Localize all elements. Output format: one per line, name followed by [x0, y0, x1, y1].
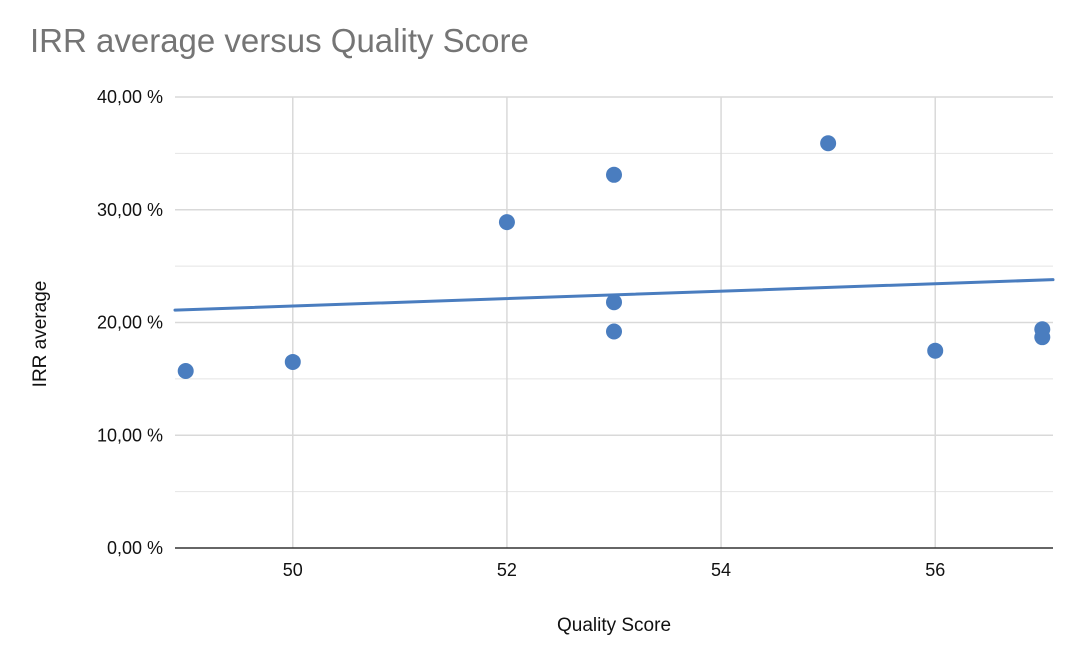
data-point: [1034, 329, 1051, 346]
x-axis-title: Quality Score: [557, 615, 671, 636]
data-point: [820, 135, 837, 152]
data-point: [606, 166, 622, 183]
x-gridlines: [292, 97, 936, 548]
y-tick-label: 20,00 %: [97, 313, 163, 333]
x-tick-labels: 50 52 54 56: [283, 560, 945, 580]
x-tick-label: 54: [711, 560, 731, 580]
y-tick-label: 0,00 %: [107, 538, 163, 558]
y-tick-label: 40,00 %: [97, 87, 163, 107]
data-point: [606, 294, 622, 311]
data-point: [498, 214, 515, 231]
x-tick-label: 50: [283, 560, 303, 580]
x-tick-label: 52: [497, 560, 517, 580]
data-point: [606, 323, 622, 340]
minor-gridlines: [175, 152, 1053, 493]
major-gridlines: [175, 96, 1053, 436]
data-point: [284, 353, 301, 370]
y-tick-label: 30,00 %: [97, 200, 163, 220]
data-points: [177, 135, 1051, 379]
chart-title: IRR average versus Quality Score: [30, 22, 529, 59]
data-point: [177, 362, 194, 379]
y-tick-labels: 0,00 % 10,00 % 20,00 % 30,00 % 40,00 %: [97, 87, 163, 558]
y-axis-title: IRR average: [30, 281, 51, 388]
y-tick-label: 10,00 %: [97, 425, 163, 445]
data-point: [927, 342, 944, 359]
x-tick-label: 56: [925, 560, 945, 580]
